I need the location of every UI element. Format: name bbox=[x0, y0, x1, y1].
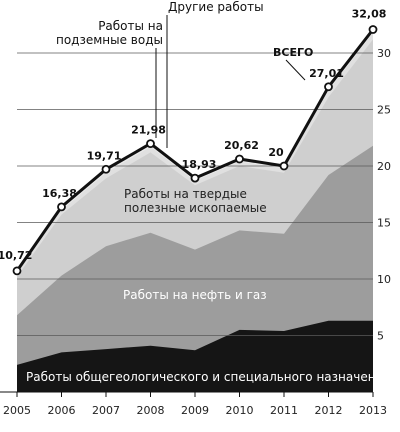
x-tick-label: 2011 bbox=[270, 404, 298, 417]
area-layers bbox=[17, 29, 373, 393]
total-point bbox=[146, 139, 155, 149]
total-point bbox=[101, 164, 111, 174]
y-tick-label: 20 bbox=[377, 160, 391, 173]
y-axis-ticks: 5 10 15 20 25 30 bbox=[377, 47, 391, 343]
y-tick-label: 30 bbox=[377, 47, 391, 60]
x-tick-label: 2007 bbox=[92, 404, 120, 417]
total-point bbox=[57, 202, 66, 212]
total-value-label: 16,38 bbox=[42, 187, 77, 200]
grid-lines bbox=[0, 52, 374, 397]
total-value-label: 32,08 bbox=[352, 7, 387, 20]
total-value-label: 19,71 bbox=[87, 149, 122, 162]
total-label-leader bbox=[285, 59, 306, 81]
y-tick-label: 10 bbox=[377, 273, 391, 286]
y-tick-label: 5 bbox=[377, 330, 384, 343]
x-tick-label: 2010 bbox=[226, 404, 254, 417]
total-value-label: 21,98 bbox=[131, 124, 166, 137]
total-series bbox=[12, 25, 378, 276]
x-tick-label: 2008 bbox=[137, 404, 165, 417]
total-point bbox=[279, 161, 289, 171]
total-point bbox=[235, 154, 244, 164]
region-label-obshchegeo: Работы общегеологического и специального… bbox=[26, 370, 391, 384]
annotation-podzemnye-line2: подземные воды bbox=[56, 33, 163, 47]
y-tick-label: 25 bbox=[377, 104, 391, 117]
total-value-labels: 10,72 16,38 19,71 21,98 18,93 20,62 20 27,01 32,… bbox=[0, 7, 386, 261]
total-point bbox=[368, 25, 378, 34]
total-value-label: 20 bbox=[268, 146, 284, 159]
x-tick-label: 2005 bbox=[3, 404, 31, 417]
total-value-label: 10,72 bbox=[0, 249, 32, 262]
region-label-neft: Работы на нефть и газ bbox=[123, 288, 267, 302]
x-axis-ticks: 2005 2006 2007 2008 2009 2010 2011 2012 2013 bbox=[3, 404, 387, 417]
y-tick-label: 15 bbox=[377, 217, 391, 230]
x-tick-label: 2012 bbox=[315, 404, 343, 417]
total-point bbox=[324, 82, 333, 92]
total-point bbox=[12, 266, 22, 276]
annotation-drugie: Другие работы bbox=[168, 0, 264, 14]
total-value-label: 18,93 bbox=[182, 158, 217, 171]
annotation-podzemnye-line1: Работы на bbox=[98, 19, 163, 33]
x-tick-label: 2013 bbox=[359, 404, 387, 417]
total-series-label: ВСЕГО bbox=[273, 46, 313, 59]
area-layer-0 bbox=[17, 320, 373, 392]
total-value-label: 20,62 bbox=[224, 139, 259, 152]
total-value-label: 27,01 bbox=[309, 67, 344, 80]
region-label-tverdye-line2: полезные ископаемые bbox=[124, 201, 267, 215]
region-label-tverdye-line1: Работы на твердые bbox=[124, 187, 247, 201]
area-layer-1 bbox=[17, 145, 373, 392]
x-tick-label: 2006 bbox=[48, 404, 76, 417]
x-tick-label: 2009 bbox=[181, 404, 209, 417]
total-point bbox=[190, 173, 200, 183]
